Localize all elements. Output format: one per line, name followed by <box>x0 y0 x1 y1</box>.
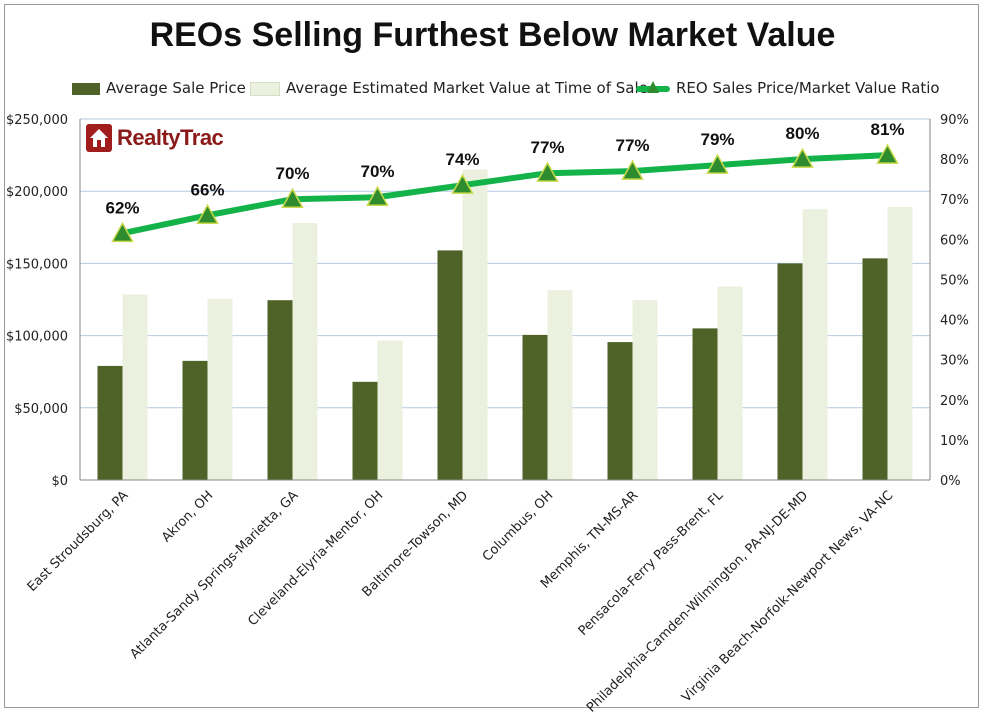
ratio-marker <box>706 153 729 174</box>
bar-sale-price <box>607 342 633 480</box>
bar-sale-price <box>267 300 293 480</box>
legend-swatch-sale-price <box>72 82 100 95</box>
y-right-tick-label: 30% <box>940 354 969 369</box>
house-icon <box>86 124 112 152</box>
bar-market-value <box>887 207 913 481</box>
y-right-tick-label: 0% <box>940 474 961 489</box>
category-label: Akron, OH <box>159 488 216 545</box>
bar-sale-price <box>352 381 378 480</box>
bar-market-value <box>632 300 658 480</box>
bar-sale-price <box>522 334 548 480</box>
bar-sale-price <box>437 250 463 480</box>
y-right-tick-label: 40% <box>940 314 969 329</box>
ratio-data-label: 62% <box>105 198 139 217</box>
y-left-tick-label: $250,000 <box>6 113 68 128</box>
bar-market-value <box>717 286 743 480</box>
ratio-data-label: 79% <box>700 130 734 149</box>
ratio-marker <box>281 187 304 208</box>
ratio-data-label: 70% <box>275 164 309 183</box>
category-label: Pensacola-Ferry Pass-Brent, FL <box>576 488 727 639</box>
y-right-tick-label: 70% <box>940 193 969 208</box>
ratio-marker <box>791 147 814 168</box>
logo-text: RealtyTrac <box>117 125 224 150</box>
y-right-tick-label: 50% <box>940 273 969 288</box>
legend-label-market-value: Average Estimated Market Value at Time o… <box>286 79 648 97</box>
legend-item-sale-price: Average Sale Price <box>72 78 246 98</box>
legend-swatch-ratio <box>636 80 670 93</box>
y-right-tick-label: 20% <box>940 394 969 409</box>
bar-market-value <box>292 222 318 480</box>
y-left-tick-label: $50,000 <box>14 402 68 417</box>
bar-market-value <box>802 209 828 480</box>
chart-title: REOs Selling Furthest Below Market Value <box>149 16 836 54</box>
legend: Average Sale Price Average Estimated Mar… <box>0 78 985 100</box>
ratio-data-label: 70% <box>360 162 394 181</box>
bar-sale-price <box>692 328 718 480</box>
ratio-data-label: 80% <box>785 124 819 143</box>
ratio-marker <box>366 185 389 206</box>
category-label: Columbus, OH <box>480 488 556 564</box>
y-left-tick-label: $150,000 <box>6 257 68 272</box>
y-right-tick-label: 80% <box>940 153 969 168</box>
bar-market-value <box>122 294 148 480</box>
legend-item-market-value: Average Estimated Market Value at Time o… <box>250 78 648 98</box>
bar-sale-price <box>182 360 208 480</box>
bar-sale-price <box>97 365 123 480</box>
category-label: Memphis, TN-MS-AR <box>538 488 641 591</box>
y-left-tick-label: $200,000 <box>6 185 68 200</box>
y-left-tick-label: $0 <box>51 474 68 489</box>
ratio-marker <box>111 221 134 243</box>
category-label: East Stroudsburg, PA <box>25 488 132 595</box>
ratio-marker <box>876 143 899 164</box>
bar-sale-price <box>777 263 803 480</box>
bar-market-value <box>207 298 233 480</box>
ratio-data-label: 74% <box>445 150 479 169</box>
ratio-line <box>119 152 891 237</box>
ratio-data-label: 66% <box>190 180 224 199</box>
ratio-marker <box>621 159 644 180</box>
bar-market-value <box>547 290 573 480</box>
ratio-marker <box>536 161 559 182</box>
category-label: Atlanta-Sandy Springs-Marietta, GA <box>128 488 302 662</box>
ratio-data-label: 77% <box>615 136 649 155</box>
legend-swatch-market-value <box>250 81 280 96</box>
ratio-marker <box>196 203 219 225</box>
y-left-tick-label: $100,000 <box>6 330 68 345</box>
triangle-marker-icon <box>647 80 659 93</box>
ratio-data-label: 77% <box>530 138 564 157</box>
ratio-data-label: 81% <box>870 120 904 139</box>
legend-item-ratio: REO Sales Price/Market Value Ratio <box>636 78 940 98</box>
bar-market-value <box>462 169 488 481</box>
y-right-tick-label: 10% <box>940 434 969 449</box>
bar-sale-price <box>862 258 888 480</box>
ratio-marker <box>451 173 474 194</box>
y-right-tick-label: 60% <box>940 233 969 248</box>
category-label: Cleveland-Elyria-Mentor, OH <box>245 488 386 629</box>
bar-market-value <box>377 340 403 480</box>
legend-label-sale-price: Average Sale Price <box>106 79 246 97</box>
y-right-tick-label: 90% <box>940 113 969 128</box>
legend-label-ratio: REO Sales Price/Market Value Ratio <box>676 79 940 97</box>
